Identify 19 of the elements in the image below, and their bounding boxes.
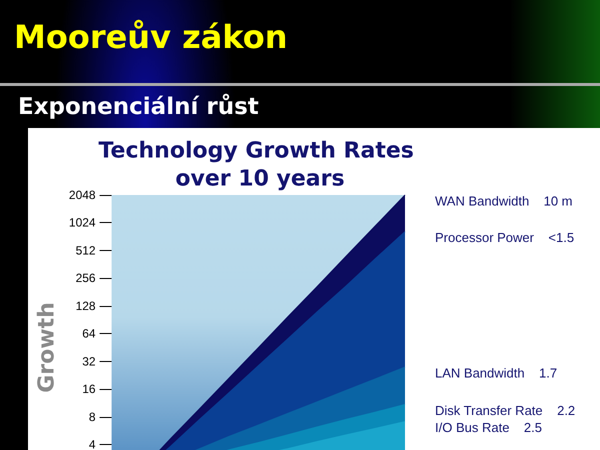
text: Disk Transfer Rate 2.2 [435,402,576,418]
y-tick-label: 1024 [68,216,96,230]
text: LAN Bandwidth 1.7 [435,366,558,381]
y-tick-label: 8 [88,410,96,424]
y-tick-label: 256 [76,271,96,286]
text: I/O Bus Rate 2.5 [435,420,542,436]
chart-subtitle: Exponenciální růst [18,94,259,120]
y-tick-label: 64 [82,326,96,341]
y-tick-label: 4 [88,438,96,450]
y-tick-label: 512 [76,243,96,258]
chart-title: Mooreův zákon [14,18,288,56]
y-tick-label: 32 [82,354,96,368]
y-tick-label: 16 [82,382,96,396]
text: Processor Power <1.5 [435,230,574,246]
y-tick-label: 128 [76,298,96,313]
y-tick-label: 2048 [68,188,96,202]
text: WAN Bandwidth 10 m [435,194,573,208]
y-axis-title: Growth [34,302,60,393]
text: Technology Growth Rates over 10 years [98,138,422,192]
